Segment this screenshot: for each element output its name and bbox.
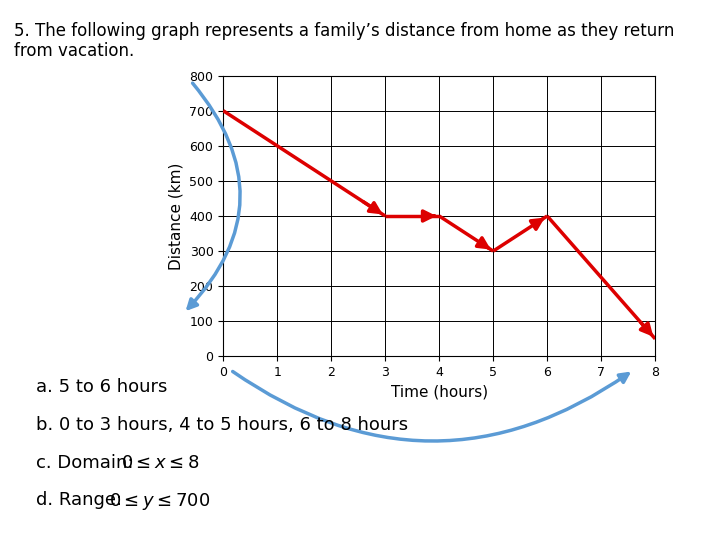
Text: $0 \leq x \leq 8$: $0 \leq x \leq 8$ xyxy=(121,454,199,471)
Text: $0 \leq y \leq 700$: $0 \leq y \leq 700$ xyxy=(109,491,211,512)
Text: d. Range:: d. Range: xyxy=(36,491,134,509)
Text: 5. The following graph represents a family’s distance from home as they return
f: 5. The following graph represents a fami… xyxy=(14,22,675,60)
Text: b. 0 to 3 hours, 4 to 5 hours, 6 to 8 hours: b. 0 to 3 hours, 4 to 5 hours, 6 to 8 ho… xyxy=(36,416,408,434)
Text: a. 5 to 6 hours: a. 5 to 6 hours xyxy=(36,378,167,396)
X-axis label: Time (hours): Time (hours) xyxy=(391,384,487,400)
Y-axis label: Distance (km): Distance (km) xyxy=(169,163,184,269)
Text: c. Domain:: c. Domain: xyxy=(36,454,145,471)
